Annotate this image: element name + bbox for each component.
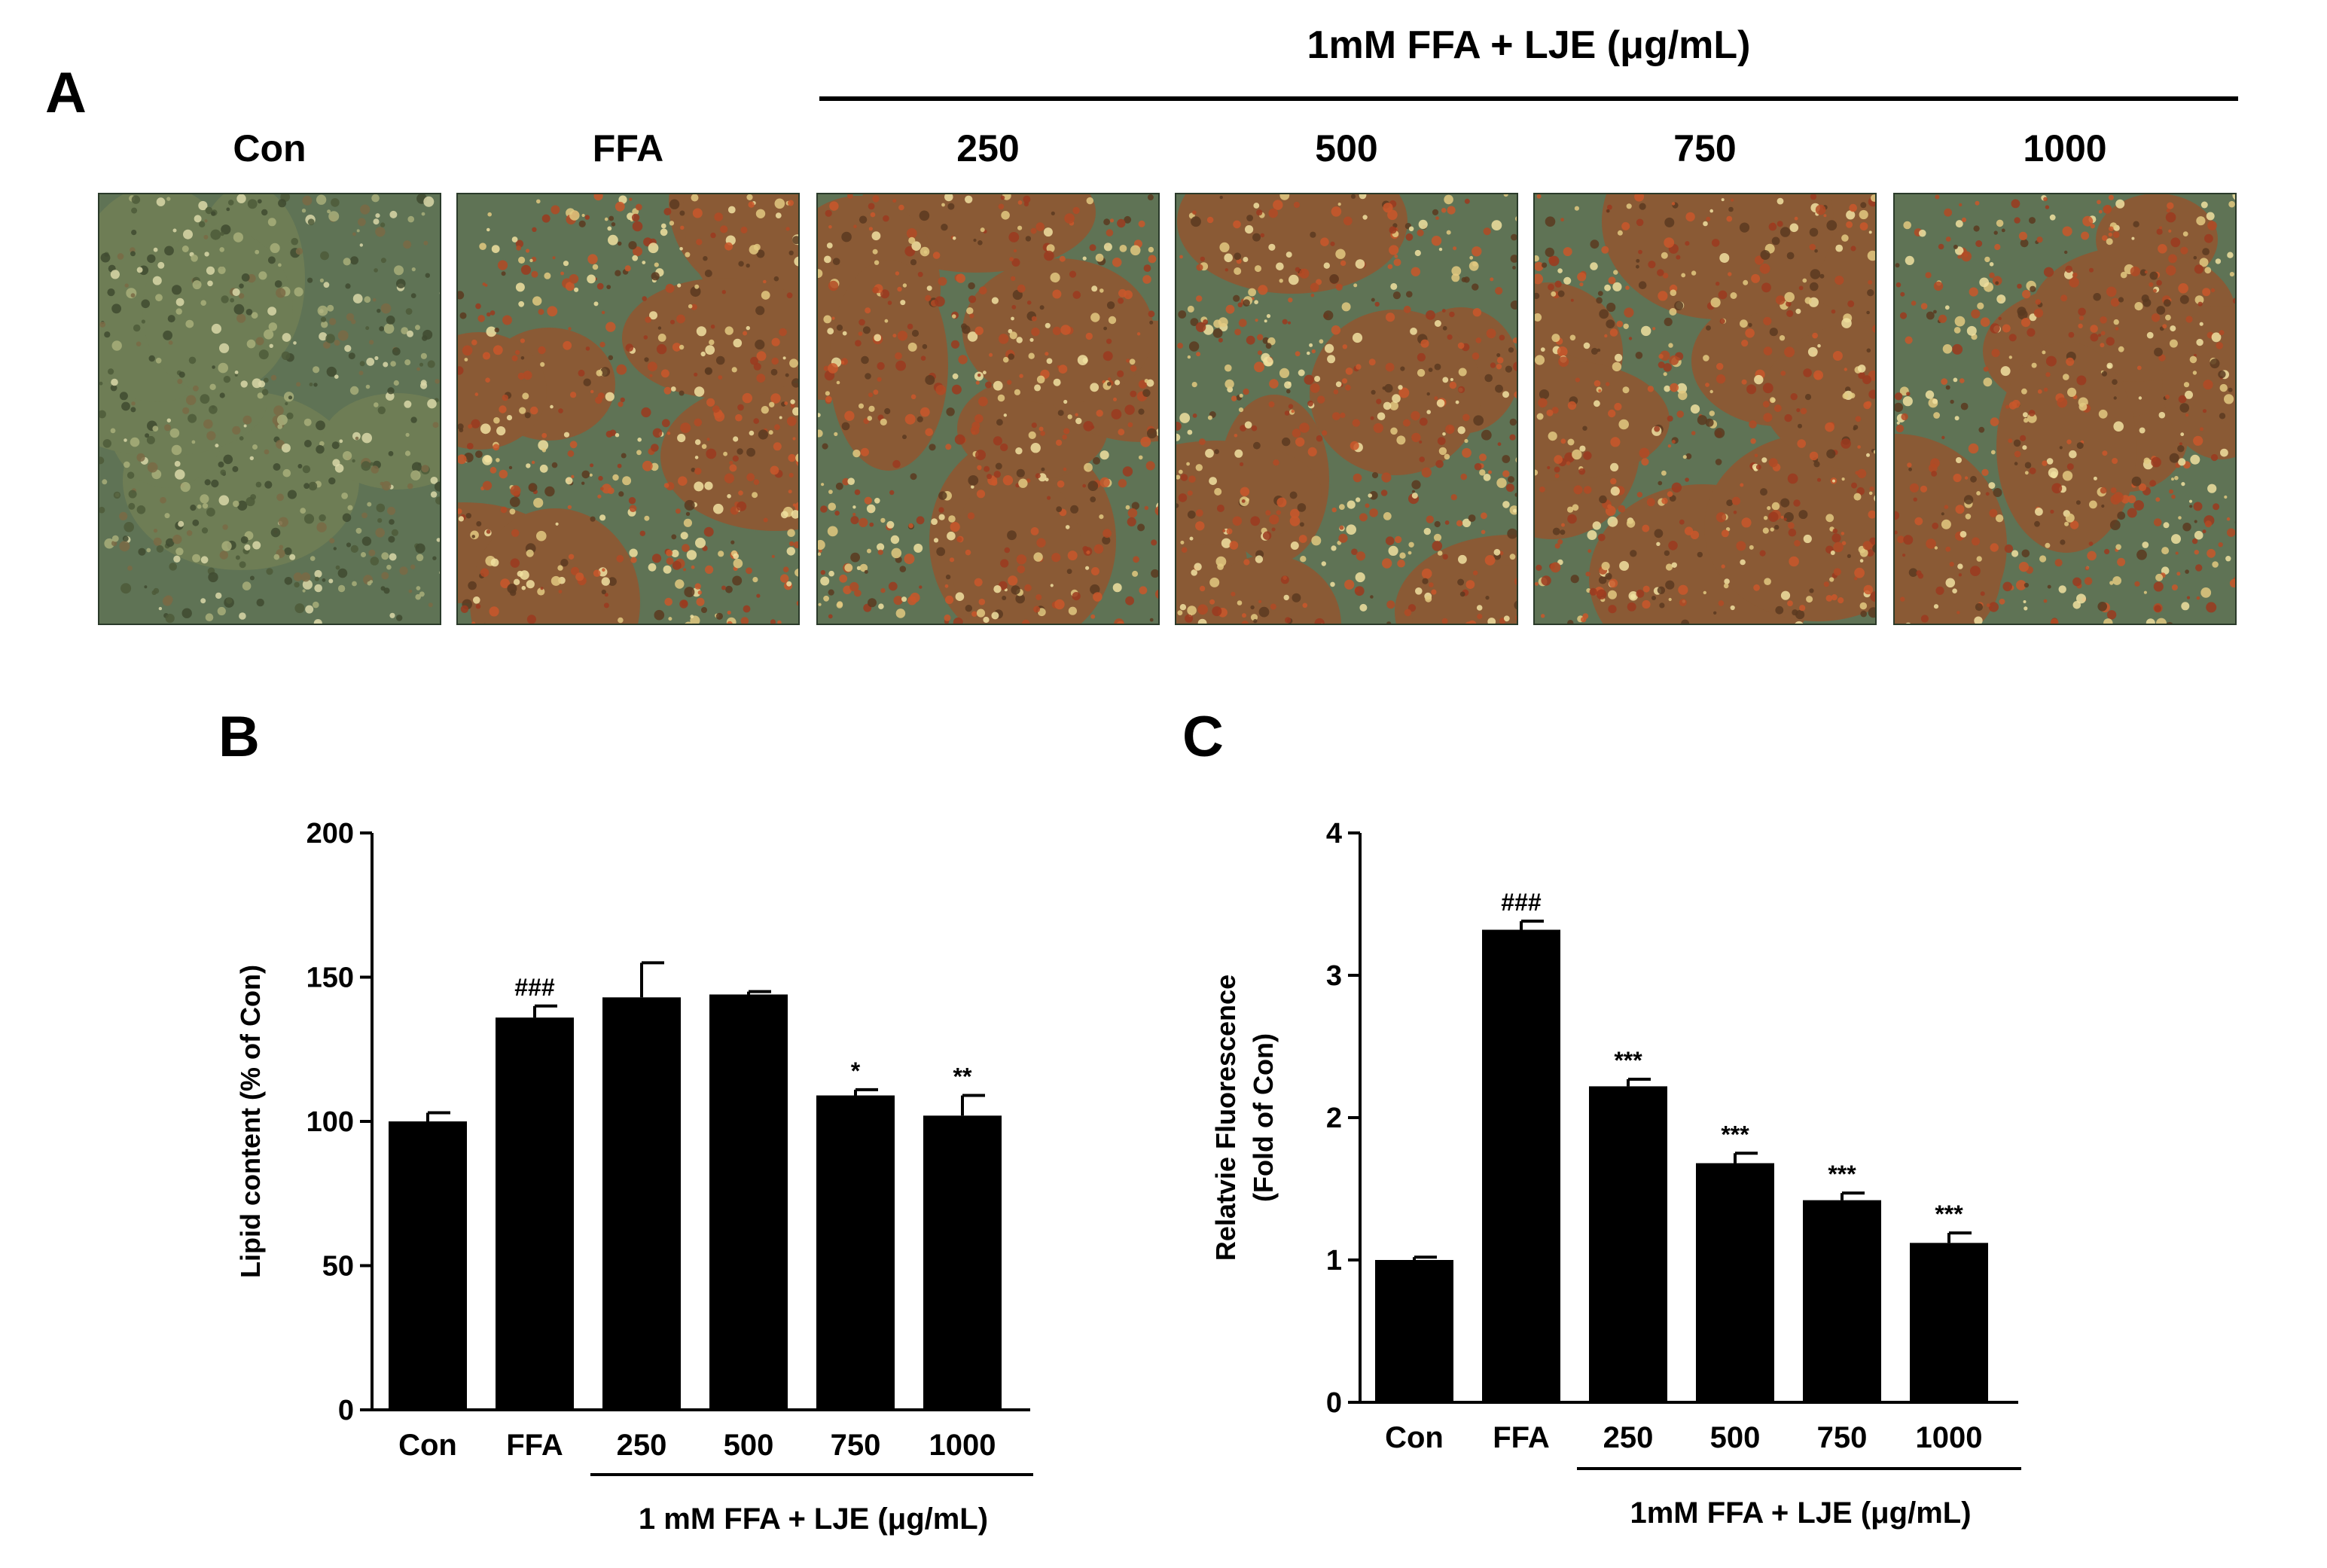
chart-c-y-tick-label: 3 — [1326, 960, 1342, 992]
chart-b-y-tick-label: 200 — [307, 818, 354, 850]
chart-b-y-tick-label: 0 — [338, 1395, 354, 1426]
chart-b-category-label: Con — [398, 1429, 457, 1462]
chart-c-y-tick-label: 4 — [1326, 818, 1342, 850]
chart-c-bar — [1589, 1086, 1667, 1402]
chart-b-bar — [923, 1115, 1002, 1410]
chart-b-annotation: * — [851, 1057, 861, 1084]
chart-b-category-label: 500 — [724, 1429, 774, 1462]
chart-b-bar — [816, 1095, 895, 1410]
panel-b-letter: B — [218, 705, 260, 769]
chart-c-annotation: *** — [1828, 1161, 1856, 1188]
chart-b-category-label: 250 — [617, 1429, 667, 1462]
chart-c-category-label: FFA — [1493, 1421, 1550, 1454]
chart-b-category-label: FFA — [506, 1429, 563, 1462]
chart-c-category-label: 1000 — [1916, 1421, 1983, 1454]
chart-c-category-label: 500 — [1710, 1421, 1761, 1454]
chart-c-category-label: Con — [1385, 1421, 1444, 1454]
chart-c-category-label: 250 — [1603, 1421, 1654, 1454]
micrograph-ffa — [456, 193, 800, 625]
micrograph-label-500: 500 — [1315, 127, 1378, 169]
chart-c-group-label: 1mM FFA + LJE (μg/mL) — [1630, 1496, 1971, 1530]
chart-b-y-tick-label: 50 — [322, 1251, 354, 1283]
chart-c-category-label: 750 — [1817, 1421, 1868, 1454]
micrograph-250 — [816, 193, 1160, 625]
chart-c-y-label-2: (Fold of Con) — [1248, 1033, 1279, 1202]
micrograph-label-750: 750 — [1673, 127, 1737, 169]
micrograph-750 — [1533, 193, 1877, 625]
micrograph-1000 — [1893, 193, 2237, 625]
chart-c-bar — [1910, 1243, 1988, 1402]
chart-c-annotation: *** — [1614, 1047, 1642, 1074]
micrograph-label-1000: 1000 — [2023, 127, 2107, 169]
chart-b-annotation: ### — [514, 974, 555, 1001]
chart-b-annotation: ** — [953, 1063, 972, 1091]
chart-c-y-tick-label: 1 — [1326, 1245, 1342, 1277]
panel-a-letter: A — [45, 61, 87, 125]
chart-b-y-tick-label: 150 — [307, 962, 354, 994]
chart-c-bar — [1375, 1260, 1453, 1402]
chart-b-y-tick-label: 100 — [307, 1106, 354, 1138]
chart-c-y-tick-label: 0 — [1326, 1387, 1342, 1419]
chart-b-y-label: Lipid content (% of Con) — [235, 965, 266, 1278]
chart-c-annotation: *** — [1935, 1200, 1963, 1228]
chart-c-y-label: Relatvie Fluorescence — [1210, 975, 1241, 1261]
chart-b-category-label: 1000 — [929, 1429, 996, 1462]
panel-a-group-title: 1mM FFA + LJE (μg/mL) — [1307, 23, 1751, 67]
chart-c-y-tick-label: 2 — [1326, 1103, 1342, 1134]
chart-c-annotation: ### — [1501, 889, 1542, 916]
chart-b-category-label: 750 — [831, 1429, 881, 1462]
micrograph-label-250: 250 — [956, 127, 1020, 169]
chart-b-group-label: 1 mM FFA + LJE (μg/mL) — [639, 1502, 988, 1536]
micrograph-con — [98, 193, 441, 625]
chart-c-annotation: *** — [1721, 1121, 1749, 1148]
chart-b-bar — [389, 1121, 467, 1410]
panel-c-letter: C — [1182, 705, 1224, 769]
chart-c-bar — [1482, 929, 1560, 1402]
micrograph-label-ffa: FFA — [592, 127, 664, 169]
micrograph-label-con: Con — [233, 127, 307, 169]
chart-b-bar — [709, 994, 788, 1410]
chart-c-bar — [1696, 1163, 1774, 1402]
panel-a-group-line — [819, 96, 2238, 101]
chart-c-bar — [1803, 1200, 1881, 1402]
micrograph-500 — [1175, 193, 1518, 625]
chart-b-bar — [602, 997, 681, 1410]
chart-b-bar — [496, 1017, 574, 1410]
